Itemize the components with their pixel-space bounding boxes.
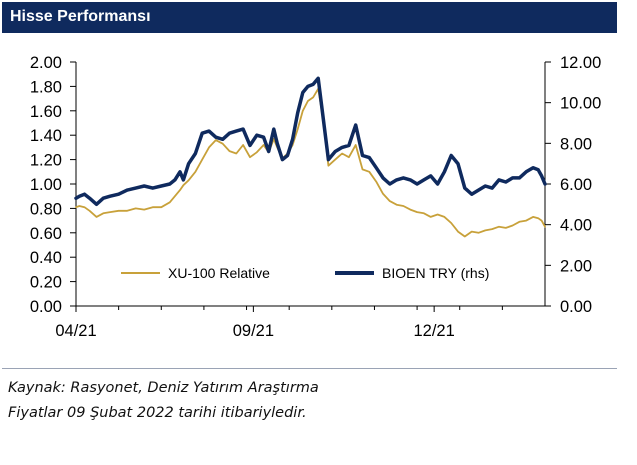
left-tick-label: 1.60 [30,103,62,121]
left-tick-label: 0.40 [30,249,62,267]
left-tick-label: 1.40 [30,127,62,145]
series-line-bioen [74,76,547,207]
date-note: Fiyatlar 09 Şubat 2022 tarihi itibariyle… [8,405,307,421]
right-tick-label: 6.00 [560,176,592,194]
right-tick-label: 10.00 [560,95,601,113]
right-tick-label: 2.00 [560,257,592,275]
legend-label-xu100: XU-100 Relative [168,265,270,281]
left-tick-label: 0.60 [30,225,62,243]
chart-title: Hisse Performansı [10,8,151,25]
right-tick-label: 0.00 [560,298,592,316]
series-group [74,76,547,238]
right-tick-label: 12.00 [560,54,601,72]
x-tick-group: 04/21 09/21 12/21 [55,306,503,340]
left-tick-label: 0.80 [30,200,62,218]
title-bar: Hisse Performansı [2,2,617,33]
left-tick-label: 0.00 [30,298,62,316]
legend: XU-100 Relative BIOEN TRY (rhs) [121,265,489,281]
left-tick-label: 2.00 [30,54,62,72]
footer-divider [2,368,617,369]
right-tick-label: 4.00 [560,217,592,235]
x-tick-label: 09/21 [233,322,274,340]
x-tick-label: 12/21 [413,322,454,340]
left-tick-label: 1.20 [30,152,62,170]
right-tick-label: 8.00 [560,135,592,153]
series-line-xu100 [75,87,546,238]
left-tick-group: 0.00 0.20 0.40 0.60 0.80 1.00 1.20 1.40 1.60 1.80… [30,54,76,316]
left-tick-label: 0.20 [30,274,62,292]
left-tick-label: 1.00 [30,176,62,194]
x-tick-label: 04/21 [55,322,96,340]
right-tick-group: 0.00 2.00 4.00 6.00 8.00 10.00 12.00 [545,54,601,316]
left-tick-label: 1.80 [30,78,62,96]
legend-label-bioen: BIOEN TRY (rhs) [382,265,489,281]
source-note: Kaynak: Rasyonet, Deniz Yatırım Araştırm… [8,380,319,396]
